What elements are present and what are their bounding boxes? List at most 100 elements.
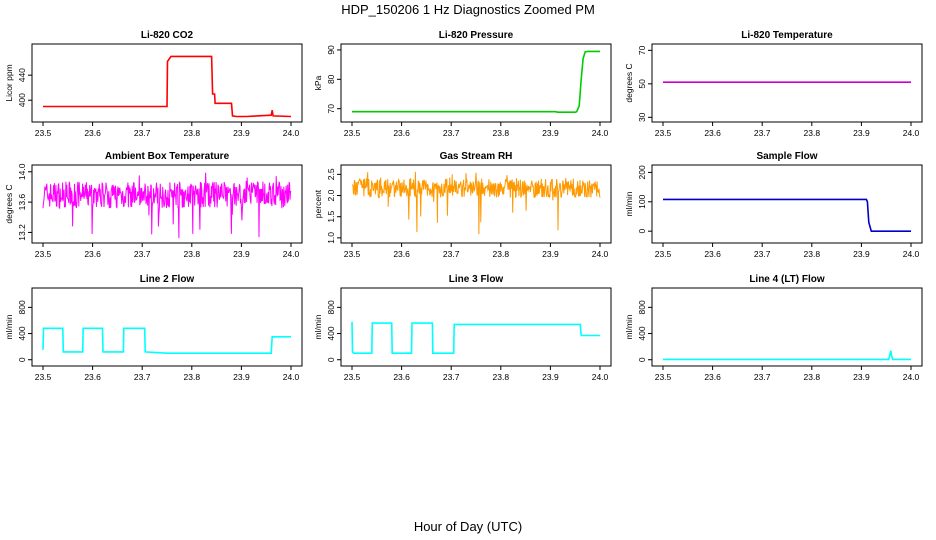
x-tick-label: 23.5: [344, 372, 361, 382]
panel-title-line-2-flow: Line 2 Flow: [140, 274, 195, 285]
y-axis-label-li-820-pressure: kPa: [313, 75, 323, 90]
y-axis-label-line-3-flow: ml/min: [313, 314, 323, 339]
x-tick-label: 23.5: [35, 372, 52, 382]
x-tick-label: 23.9: [233, 128, 250, 138]
y-axis-label-line-2-flow: ml/min: [4, 314, 14, 339]
y-tick-label: 800: [326, 300, 336, 314]
x-tick-label: 23.8: [493, 128, 510, 138]
x-tick-label: 24.0: [592, 249, 609, 259]
x-tick-label: 23.6: [84, 372, 101, 382]
x-tick-label: 24.0: [903, 249, 920, 259]
y-tick-label: 400: [637, 326, 647, 340]
x-tick-label: 24.0: [903, 128, 920, 138]
x-tick-label: 23.6: [393, 128, 410, 138]
series-line-sample-flow: [663, 198, 911, 232]
x-tick-label: 24.0: [283, 128, 300, 138]
plot-frame-line-4-lt-flow: [651, 287, 923, 367]
x-tick-label: 23.6: [393, 249, 410, 259]
x-tick-label: 24.0: [903, 372, 920, 382]
panel-line-3-flow: Line 3 Flow 23.5 23.6 23.7 23.8 23.9 24.0 0 400 8…: [313, 274, 612, 382]
x-tick-label: 23.8: [804, 372, 821, 382]
x-tick-label: 24.0: [592, 372, 609, 382]
y-axis-label-ambient-box-temperature: degrees C: [4, 184, 14, 223]
y-axis-label-sample-flow: ml/min: [624, 191, 634, 216]
y-tick-label: 800: [17, 300, 27, 314]
panel-sample-flow: Sample Flow 23.5 23.6 23.7 23.8 23.9 24.0 0 100 2…: [624, 151, 923, 259]
x-tick-label: 23.7: [443, 249, 460, 259]
panel-ambient-box-temperature: Ambient Box Temperature 23.5 23.6 23.7 23.8 2…: [4, 151, 303, 259]
x-tick-label: 23.5: [35, 249, 52, 259]
y-tick-label: 13.2: [17, 224, 27, 241]
x-tick-label: 23.6: [393, 372, 410, 382]
plot-frame-gas-stream-rh: [340, 164, 612, 244]
x-tick-label: 23.8: [804, 249, 821, 259]
y-tick-label: 0: [17, 357, 27, 362]
x-tick-label: 23.5: [344, 249, 361, 259]
x-tick-label: 23.5: [655, 128, 672, 138]
y-tick-label: 13.6: [17, 194, 27, 211]
plot-frame-line-2-flow: [31, 287, 303, 367]
x-tick-label: 23.9: [233, 372, 250, 382]
plot-frame-ambient-box-temperature: [31, 164, 303, 244]
series-line-li-820-pressure: [352, 50, 600, 113]
x-tick-label: 23.7: [754, 128, 771, 138]
panel-li-820-pressure: Li-820 Pressure 23.5 23.6 23.7 23.8 23.9 24.0 7…: [313, 30, 612, 138]
y-tick-label: 200: [637, 165, 647, 179]
panel-title-li-820-pressure: Li-820 Pressure: [439, 30, 514, 41]
y-tick-label: 400: [17, 93, 27, 107]
y-tick-label: 0: [326, 357, 336, 362]
y-tick-label: 2.0: [326, 189, 336, 201]
y-tick-label: 70: [637, 45, 647, 55]
x-tick-label: 24.0: [592, 128, 609, 138]
x-tick-label: 23.8: [493, 372, 510, 382]
x-tick-label: 23.5: [344, 128, 361, 138]
plot-frame-line-3-flow: [340, 287, 612, 367]
x-tick-label: 23.7: [754, 372, 771, 382]
x-tick-label: 23.5: [655, 249, 672, 259]
panel-title-gas-stream-rh: Gas Stream RH: [440, 151, 513, 162]
y-tick-label: 440: [17, 68, 27, 82]
figure-x-axis-label: Hour of Day (UTC): [414, 519, 522, 534]
panel-title-ambient-box-temperature: Ambient Box Temperature: [105, 151, 230, 162]
y-axis-label-gas-stream-rh: percent: [313, 189, 323, 218]
y-tick-label: 80: [326, 74, 336, 84]
y-tick-label: 800: [637, 300, 647, 314]
x-tick-label: 23.9: [542, 128, 559, 138]
x-tick-label: 24.0: [283, 372, 300, 382]
series-line-line-4-lt-flow: [663, 350, 911, 361]
y-tick-label: 70: [326, 104, 336, 114]
x-tick-label: 23.9: [542, 372, 559, 382]
y-tick-label: 0: [637, 229, 647, 234]
y-tick-label: 30: [637, 112, 647, 122]
x-tick-label: 23.8: [184, 128, 201, 138]
plot-frame-sample-flow: [651, 164, 923, 244]
x-tick-label: 24.0: [283, 249, 300, 259]
panel-li-820-temperature: Li-820 Temperature 23.5 23.6 23.7 23.8 23.9 24…: [624, 30, 923, 138]
plot-frame-li-820-co2: [31, 43, 303, 123]
y-tick-label: 90: [326, 45, 336, 55]
panel-line-4-lt-flow: Line 4 (LT) Flow 23.5 23.6 23.7 23.8 23.9 24.0…: [624, 274, 923, 382]
series-line-line-3-flow: [351, 321, 600, 355]
y-axis-label-li-820-temperature: degrees C: [624, 63, 634, 102]
panel-li-820-co2: Li-820 CO2 23.5 23.6 23.7 23.8 23.9 24.0 400 440…: [4, 30, 303, 138]
panel-title-line-3-flow: Line 3 Flow: [449, 274, 504, 285]
series-line-line-2-flow: [42, 327, 291, 355]
y-tick-label: 14.0: [17, 163, 27, 180]
panel-title-sample-flow: Sample Flow: [756, 151, 817, 162]
x-tick-label: 23.9: [853, 372, 870, 382]
y-tick-label: 2.5: [326, 168, 336, 180]
y-tick-label: 100: [637, 194, 647, 208]
series-line-ambient-box-temperature: [42, 172, 292, 239]
x-tick-label: 23.7: [134, 128, 151, 138]
panel-title-li-820-co2: Li-820 CO2: [141, 30, 194, 41]
panel-gas-stream-rh: Gas Stream RH 23.5 23.6 23.7 23.8 23.9 24.0 1.0…: [313, 151, 612, 259]
x-tick-label: 23.5: [655, 372, 672, 382]
panel-line-2-flow: Line 2 Flow 23.5 23.6 23.7 23.8 23.9 24.0 0 400 8…: [4, 274, 303, 382]
y-tick-label: 400: [17, 326, 27, 340]
x-tick-label: 23.8: [493, 249, 510, 259]
x-tick-label: 23.9: [542, 249, 559, 259]
figure-title: HDP_150206 1 Hz Diagnostics Zoomed PM: [341, 2, 595, 17]
y-tick-label: 1.0: [326, 232, 336, 244]
x-tick-label: 23.7: [134, 249, 151, 259]
x-tick-label: 23.7: [134, 372, 151, 382]
